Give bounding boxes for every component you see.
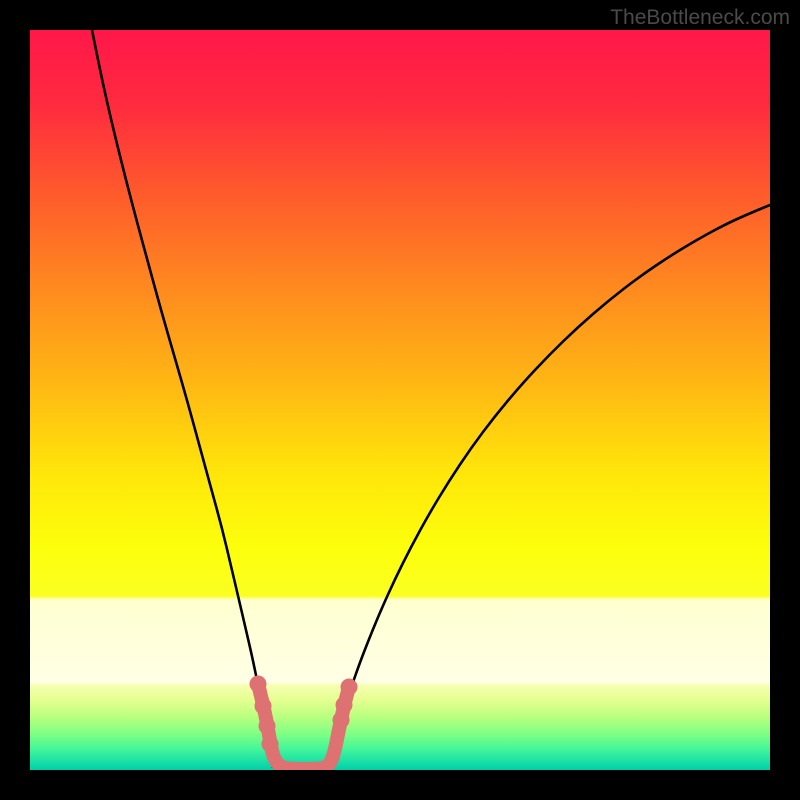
watermark-text: TheBottleneck.com [610, 6, 790, 30]
marker-dot [255, 698, 272, 715]
marker-dot [333, 712, 350, 729]
chart-plot-area [30, 30, 770, 770]
chart-svg [30, 30, 770, 770]
gradient-background [30, 30, 770, 770]
marker-dot [262, 736, 279, 753]
marker-dot [336, 697, 353, 714]
marker-dot [341, 679, 358, 696]
marker-dot [250, 676, 267, 693]
marker-dot [259, 718, 276, 735]
